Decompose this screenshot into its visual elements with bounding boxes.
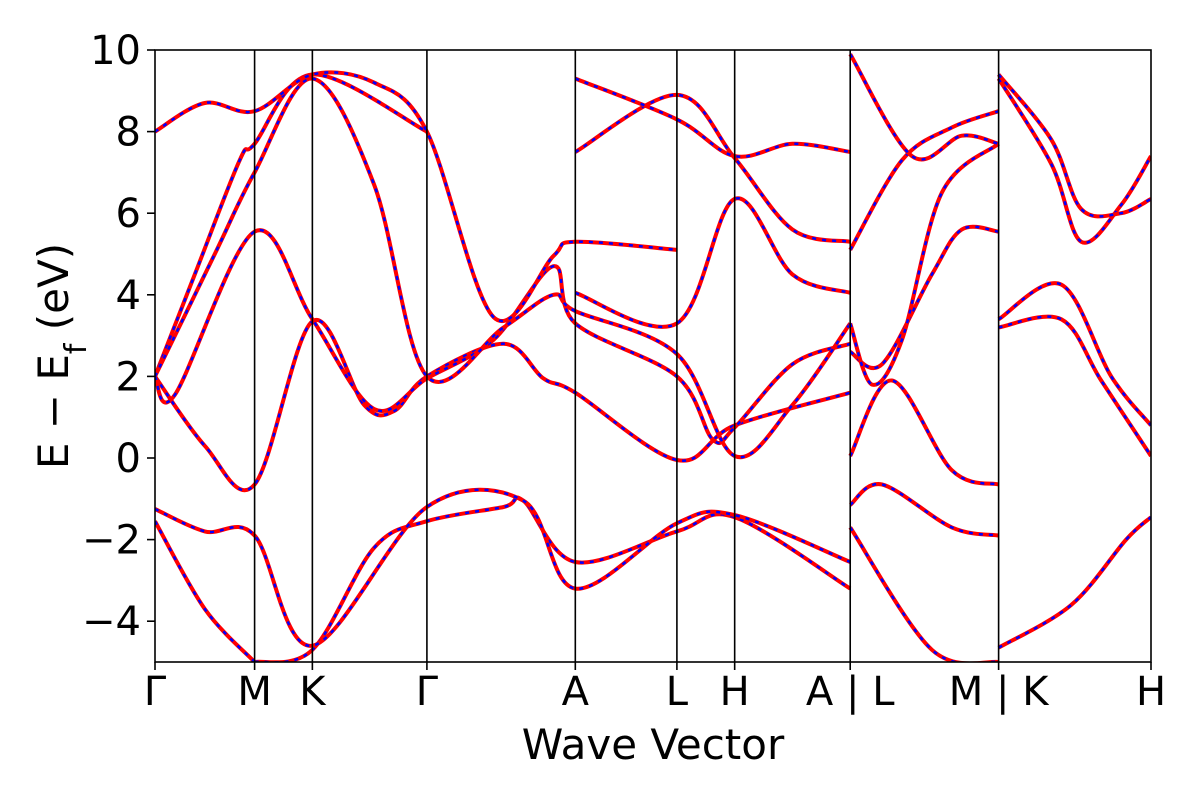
band-line-red-15 — [848, 142, 1000, 387]
band-line-red-19 — [998, 314, 1151, 458]
y-tick-label: −4 — [82, 599, 141, 645]
band-line-red-7 — [155, 70, 678, 323]
band-line-blue-0 — [155, 520, 256, 662]
band-line-red-11 — [848, 526, 999, 662]
x-tick-label: H — [720, 669, 750, 715]
y-tick-label: 0 — [116, 436, 141, 482]
y-tick-label: −2 — [82, 518, 141, 564]
x-tick-label: L — [666, 669, 689, 715]
plot-frame — [154, 49, 1152, 663]
band-line-red-9 — [574, 196, 851, 329]
band-line-blue-21 — [997, 77, 1151, 245]
x-tick-label: H — [1136, 669, 1166, 715]
band-line-red-20 — [997, 281, 1151, 427]
y-axis-title-main: E − E — [29, 354, 78, 469]
band-line-blue-9 — [574, 197, 851, 329]
band-line-red-17 — [848, 53, 1000, 162]
y-tick-label: 8 — [116, 110, 141, 156]
band-line-blue-2 — [155, 488, 851, 647]
band-line-red-12 — [848, 482, 999, 538]
y-axis-ticks: −4 −2 0 2 4 6 8 10 — [82, 28, 155, 645]
band-lines — [155, 53, 1151, 662]
band-line-blue-19 — [998, 315, 1151, 457]
band-line-blue-8 — [574, 93, 851, 244]
x-tick-label: Γ — [144, 669, 167, 715]
x-tick-label: A — [562, 669, 590, 715]
x-tick-label: M — [237, 669, 272, 715]
y-tick-label: 2 — [116, 354, 141, 400]
band-line-red-14 — [849, 224, 999, 371]
x-axis-title: Wave Vector — [522, 720, 785, 769]
band-line-blue-6 — [155, 77, 852, 459]
y-axis-title-subscript: f — [59, 342, 94, 354]
band-line-blue-13 — [849, 379, 999, 486]
x-tick-label: K — [299, 669, 327, 715]
band-line-red-4 — [155, 228, 851, 446]
band-line-blue-16 — [849, 110, 1000, 251]
band-line-blue-17 — [849, 53, 999, 161]
band-line-blue-4 — [155, 228, 851, 445]
band-line-blue-18 — [997, 516, 1151, 649]
x-tick-label: M | K — [949, 669, 1050, 715]
x-tick-label: A | L — [806, 669, 895, 715]
x-tick-label: Γ — [416, 669, 439, 715]
y-axis-title-unit: (eV) — [29, 243, 78, 344]
y-tick-label: 10 — [90, 28, 141, 74]
band-line-red-3 — [155, 317, 851, 493]
band-line-blue-20 — [997, 281, 1151, 427]
y-tick-label: 6 — [116, 191, 141, 237]
y-axis-title: E − Ef (eV) — [29, 243, 94, 469]
band-line-red-16 — [848, 109, 1000, 251]
y-tick-label: 4 — [116, 273, 141, 319]
band-line-red-8 — [574, 92, 851, 244]
high-symmetry-lines — [253, 50, 1000, 662]
band-line-blue-7 — [155, 71, 677, 323]
band-line-blue-22 — [997, 73, 1151, 218]
band-line-red-0 — [155, 520, 257, 662]
band-line-blue-15 — [849, 142, 1000, 387]
band-line-blue-10 — [574, 77, 851, 159]
band-line-red-13 — [848, 378, 1000, 487]
band-line-red-2 — [155, 487, 851, 648]
band-line-blue-5 — [155, 73, 428, 377]
